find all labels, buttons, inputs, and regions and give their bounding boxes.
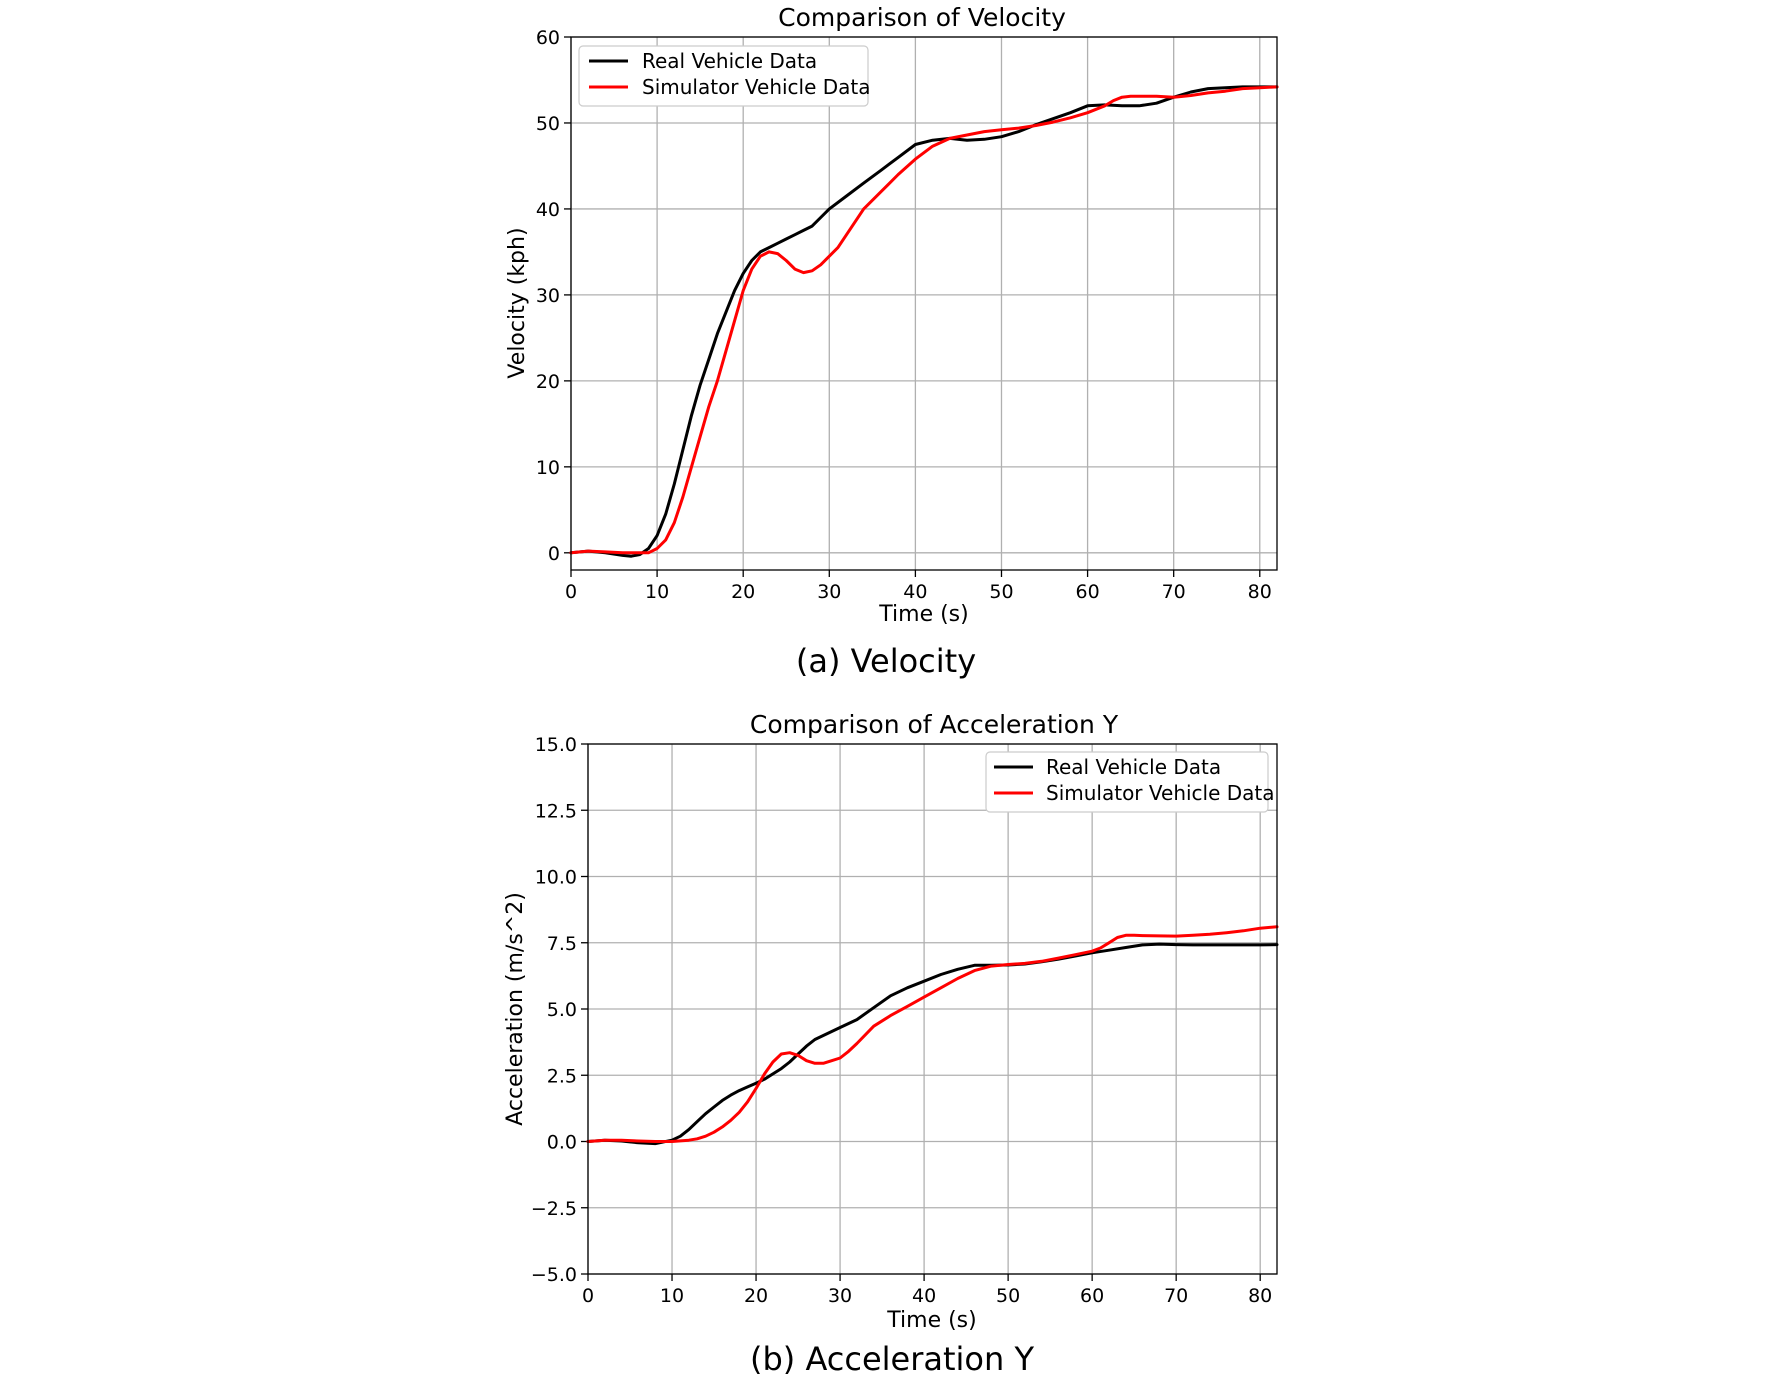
x-tick-label: 10 <box>660 1285 684 1307</box>
plot-frame <box>570 36 1278 571</box>
x-tick-label: 70 <box>1162 581 1186 603</box>
legend-box <box>985 751 1269 813</box>
x-tick-label: 0 <box>582 1285 594 1307</box>
x-tick-label: 10 <box>645 581 669 603</box>
y-tick-label: 50 <box>536 113 560 135</box>
series-lines <box>569 85 1279 558</box>
chart-title: Comparison of Acceleration Y <box>750 710 1119 739</box>
y-axis-label: Velocity (kph) <box>505 227 530 378</box>
y-tick-label: 40 <box>536 199 560 221</box>
x-tick-label: 30 <box>828 1285 852 1307</box>
legend-box <box>578 45 869 107</box>
x-tick-label: 20 <box>731 581 755 603</box>
x-tick-label: 80 <box>1248 581 1272 603</box>
x-tick-label: 80 <box>1248 1285 1272 1307</box>
legend: Real Vehicle Data Simulator Vehicle Data <box>578 45 871 107</box>
series-line-real-vehicle <box>569 85 1279 558</box>
y-tick-label: 0.0 <box>547 1132 577 1154</box>
x-tick-label: 40 <box>903 581 927 603</box>
series-line-real-vehicle <box>586 942 1279 1146</box>
legend-label-real: Real Vehicle Data <box>642 49 817 73</box>
y-tick-label: 10.0 <box>535 867 577 889</box>
caption-a: (a) Velocity <box>796 642 976 680</box>
x-tick-label: 50 <box>996 1285 1020 1307</box>
y-tick-label: 60 <box>536 27 560 49</box>
legend-label-simulator: Simulator Vehicle Data <box>642 75 871 99</box>
y-tick-label: 0 <box>548 543 560 565</box>
x-tick-label: 30 <box>817 581 841 603</box>
y-tick-label: −5.0 <box>531 1264 577 1286</box>
y-axis-label: Acceleration (m/s^2) <box>503 892 528 1126</box>
x-tick-label: 70 <box>1164 1285 1188 1307</box>
x-tick-label: 50 <box>989 581 1013 603</box>
grid <box>587 743 1277 1275</box>
y-tick-label: 30 <box>536 285 560 307</box>
legend-label-real: Real Vehicle Data <box>1046 755 1221 779</box>
x-axis-label: Time (s) <box>878 602 968 627</box>
x-tick-label: 60 <box>1080 1285 1104 1307</box>
y-tick-label: 2.5 <box>547 1065 577 1087</box>
acceleration-chart: Comparison of Acceleration Y 0 10 20 30 40 50… <box>503 710 1279 1375</box>
legend-label-simulator: Simulator Vehicle Data <box>1046 781 1275 805</box>
y-tick-label: 20 <box>536 371 560 393</box>
x-tick-label: 0 <box>565 581 577 603</box>
x-tick-label: 40 <box>912 1285 936 1307</box>
y-tick-label: 10 <box>536 457 560 479</box>
series-lines <box>586 925 1279 1146</box>
ticks: 0 10 20 30 40 50 60 70 80 −5.0 −2.5 0.0 2.5 5.0 7.5 10.… <box>531 734 1272 1307</box>
grid <box>570 36 1277 570</box>
x-axis-label: Time (s) <box>886 1308 976 1333</box>
x-tick-label: 20 <box>744 1285 768 1307</box>
y-tick-label: 7.5 <box>547 933 577 955</box>
y-tick-label: 5.0 <box>547 999 577 1021</box>
plot-frame <box>587 743 1278 1275</box>
y-tick-label: 12.5 <box>535 800 577 822</box>
velocity-chart: Comparison of Velocity 0 10 20 30 40 50 60 70 80… <box>505 3 1279 680</box>
x-tick-label: 60 <box>1075 581 1099 603</box>
legend: Real Vehicle Data Simulator Vehicle Data <box>985 751 1275 813</box>
chart-title: Comparison of Velocity <box>778 3 1066 32</box>
series-line-simulator-vehicle <box>586 925 1279 1143</box>
y-tick-label: −2.5 <box>531 1198 577 1220</box>
series-line-simulator-vehicle <box>569 85 1279 555</box>
ticks: 0 10 20 30 40 50 60 70 80 0 10 20 30 40 50 60 <box>536 27 1272 603</box>
y-tick-label: 15.0 <box>535 734 577 756</box>
caption-b: (b) Acceleration Y <box>750 1340 1034 1375</box>
